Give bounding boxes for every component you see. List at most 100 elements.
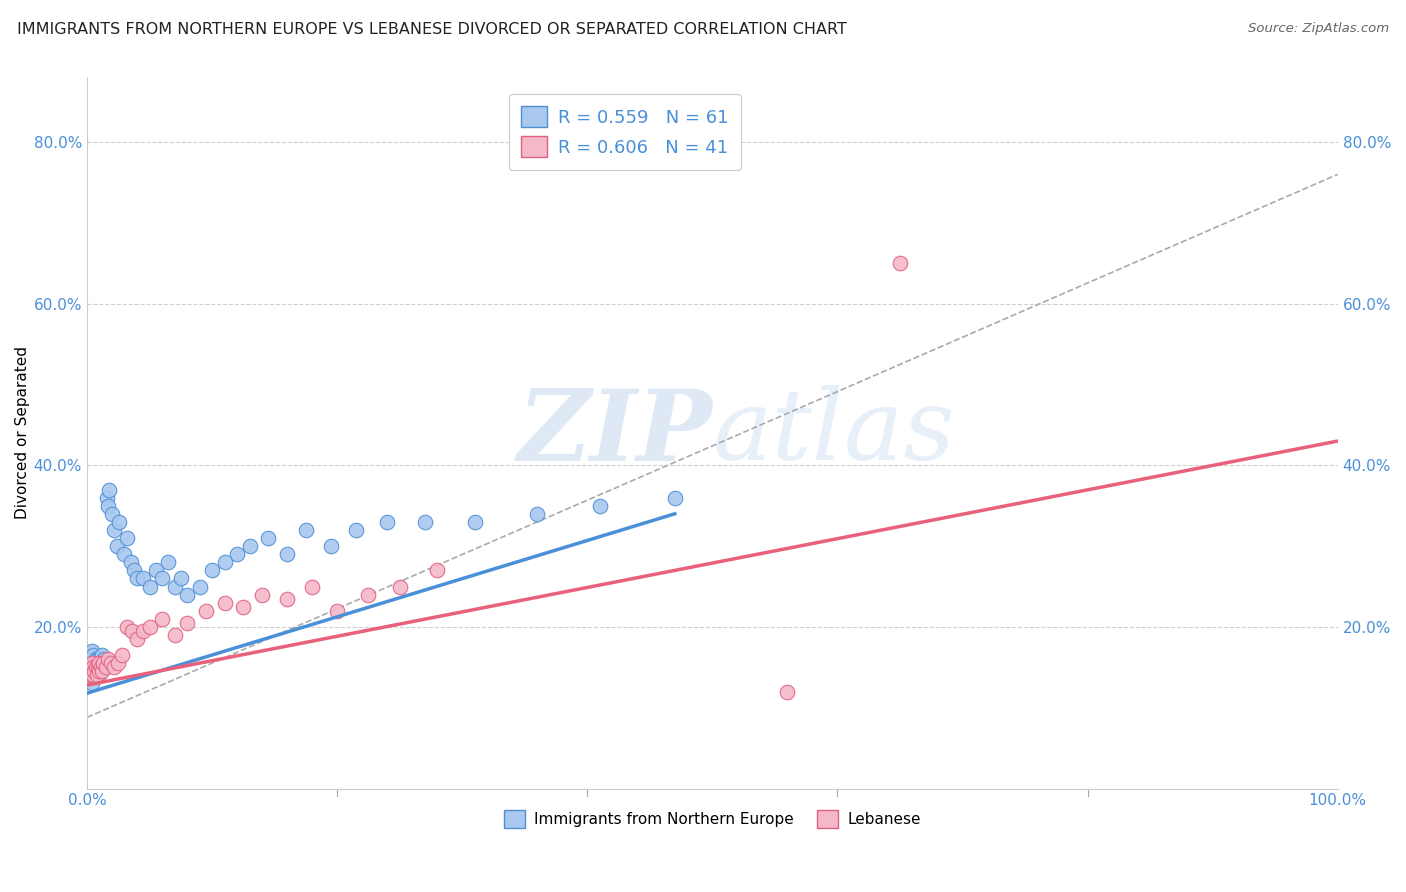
Point [125, 571, 148, 585]
Point [138, 580, 160, 594]
Point [132, 571, 155, 585]
Point [150, 612, 173, 626]
Point [232, 599, 254, 614]
Point [98, 483, 121, 497]
Text: Source: ZipAtlas.com: Source: ZipAtlas.com [1249, 22, 1389, 36]
Point [91, 648, 114, 663]
Point [163, 628, 186, 642]
Point [176, 588, 198, 602]
Text: atlas: atlas [713, 385, 955, 481]
Point [101, 507, 124, 521]
Point [90, 660, 112, 674]
Legend: Immigrants from Northern Europe, Lebanese: Immigrants from Northern Europe, Lebanes… [498, 805, 927, 834]
Point [357, 588, 380, 602]
Point [84, 660, 107, 674]
Point [526, 507, 548, 521]
Point [214, 596, 236, 610]
Point [80, 668, 103, 682]
Point [108, 515, 131, 529]
Point [89, 665, 111, 679]
Text: ZIP: ZIP [517, 384, 713, 481]
Point [138, 620, 160, 634]
Point [79, 660, 101, 674]
Point [103, 523, 125, 537]
Point [111, 648, 134, 663]
Point [426, 563, 449, 577]
Point [90, 657, 112, 671]
Point [344, 523, 367, 537]
Point [326, 604, 349, 618]
Y-axis label: Divorced or Separated: Divorced or Separated [15, 346, 30, 519]
Point [157, 555, 180, 569]
Point [124, 563, 146, 577]
Point [115, 620, 138, 634]
Point [201, 563, 224, 577]
Point [83, 660, 105, 674]
Point [107, 657, 129, 671]
Point [188, 580, 211, 594]
Point [464, 515, 486, 529]
Point [80, 676, 103, 690]
Point [93, 652, 115, 666]
Point [257, 531, 280, 545]
Point [84, 660, 107, 674]
Point [82, 668, 104, 682]
Point [589, 499, 612, 513]
Point [125, 632, 148, 646]
Point [163, 580, 186, 594]
Point [295, 523, 318, 537]
Point [150, 571, 173, 585]
Point [82, 660, 104, 674]
Point [664, 491, 686, 505]
Point [89, 668, 111, 682]
Point [105, 539, 128, 553]
Point [103, 660, 125, 674]
Point [194, 604, 217, 618]
Point [82, 648, 104, 663]
Point [86, 668, 108, 682]
Point [145, 563, 167, 577]
Point [114, 547, 136, 561]
Point [388, 580, 411, 594]
Point [89, 660, 111, 674]
Point [96, 491, 118, 505]
Point [90, 665, 112, 679]
Point [87, 660, 110, 674]
Point [80, 660, 103, 674]
Point [276, 547, 298, 561]
Point [79, 665, 101, 679]
Point [89, 652, 111, 666]
Point [97, 652, 120, 666]
Point [80, 657, 103, 671]
Point [132, 624, 155, 638]
Point [91, 657, 114, 671]
Point [115, 531, 138, 545]
Point [97, 499, 120, 513]
Point [84, 652, 107, 666]
Point [91, 665, 114, 679]
Point [89, 657, 111, 671]
Point [413, 515, 436, 529]
Point [170, 571, 193, 585]
Point [86, 665, 108, 679]
Point [83, 668, 105, 682]
Point [238, 539, 260, 553]
Point [226, 547, 249, 561]
Point [82, 665, 104, 679]
Point [375, 515, 398, 529]
Point [889, 256, 911, 270]
Point [121, 624, 143, 638]
Point [94, 657, 117, 671]
Point [86, 657, 108, 671]
Point [91, 660, 114, 674]
Text: IMMIGRANTS FROM NORTHERN EUROPE VS LEBANESE DIVORCED OR SEPARATED CORRELATION CH: IMMIGRANTS FROM NORTHERN EUROPE VS LEBAN… [17, 22, 846, 37]
Point [87, 652, 110, 666]
Point [83, 665, 105, 679]
Point [301, 580, 323, 594]
Point [80, 668, 103, 682]
Point [276, 591, 298, 606]
Point [319, 539, 342, 553]
Point [82, 657, 104, 671]
Point [120, 555, 142, 569]
Point [94, 660, 117, 674]
